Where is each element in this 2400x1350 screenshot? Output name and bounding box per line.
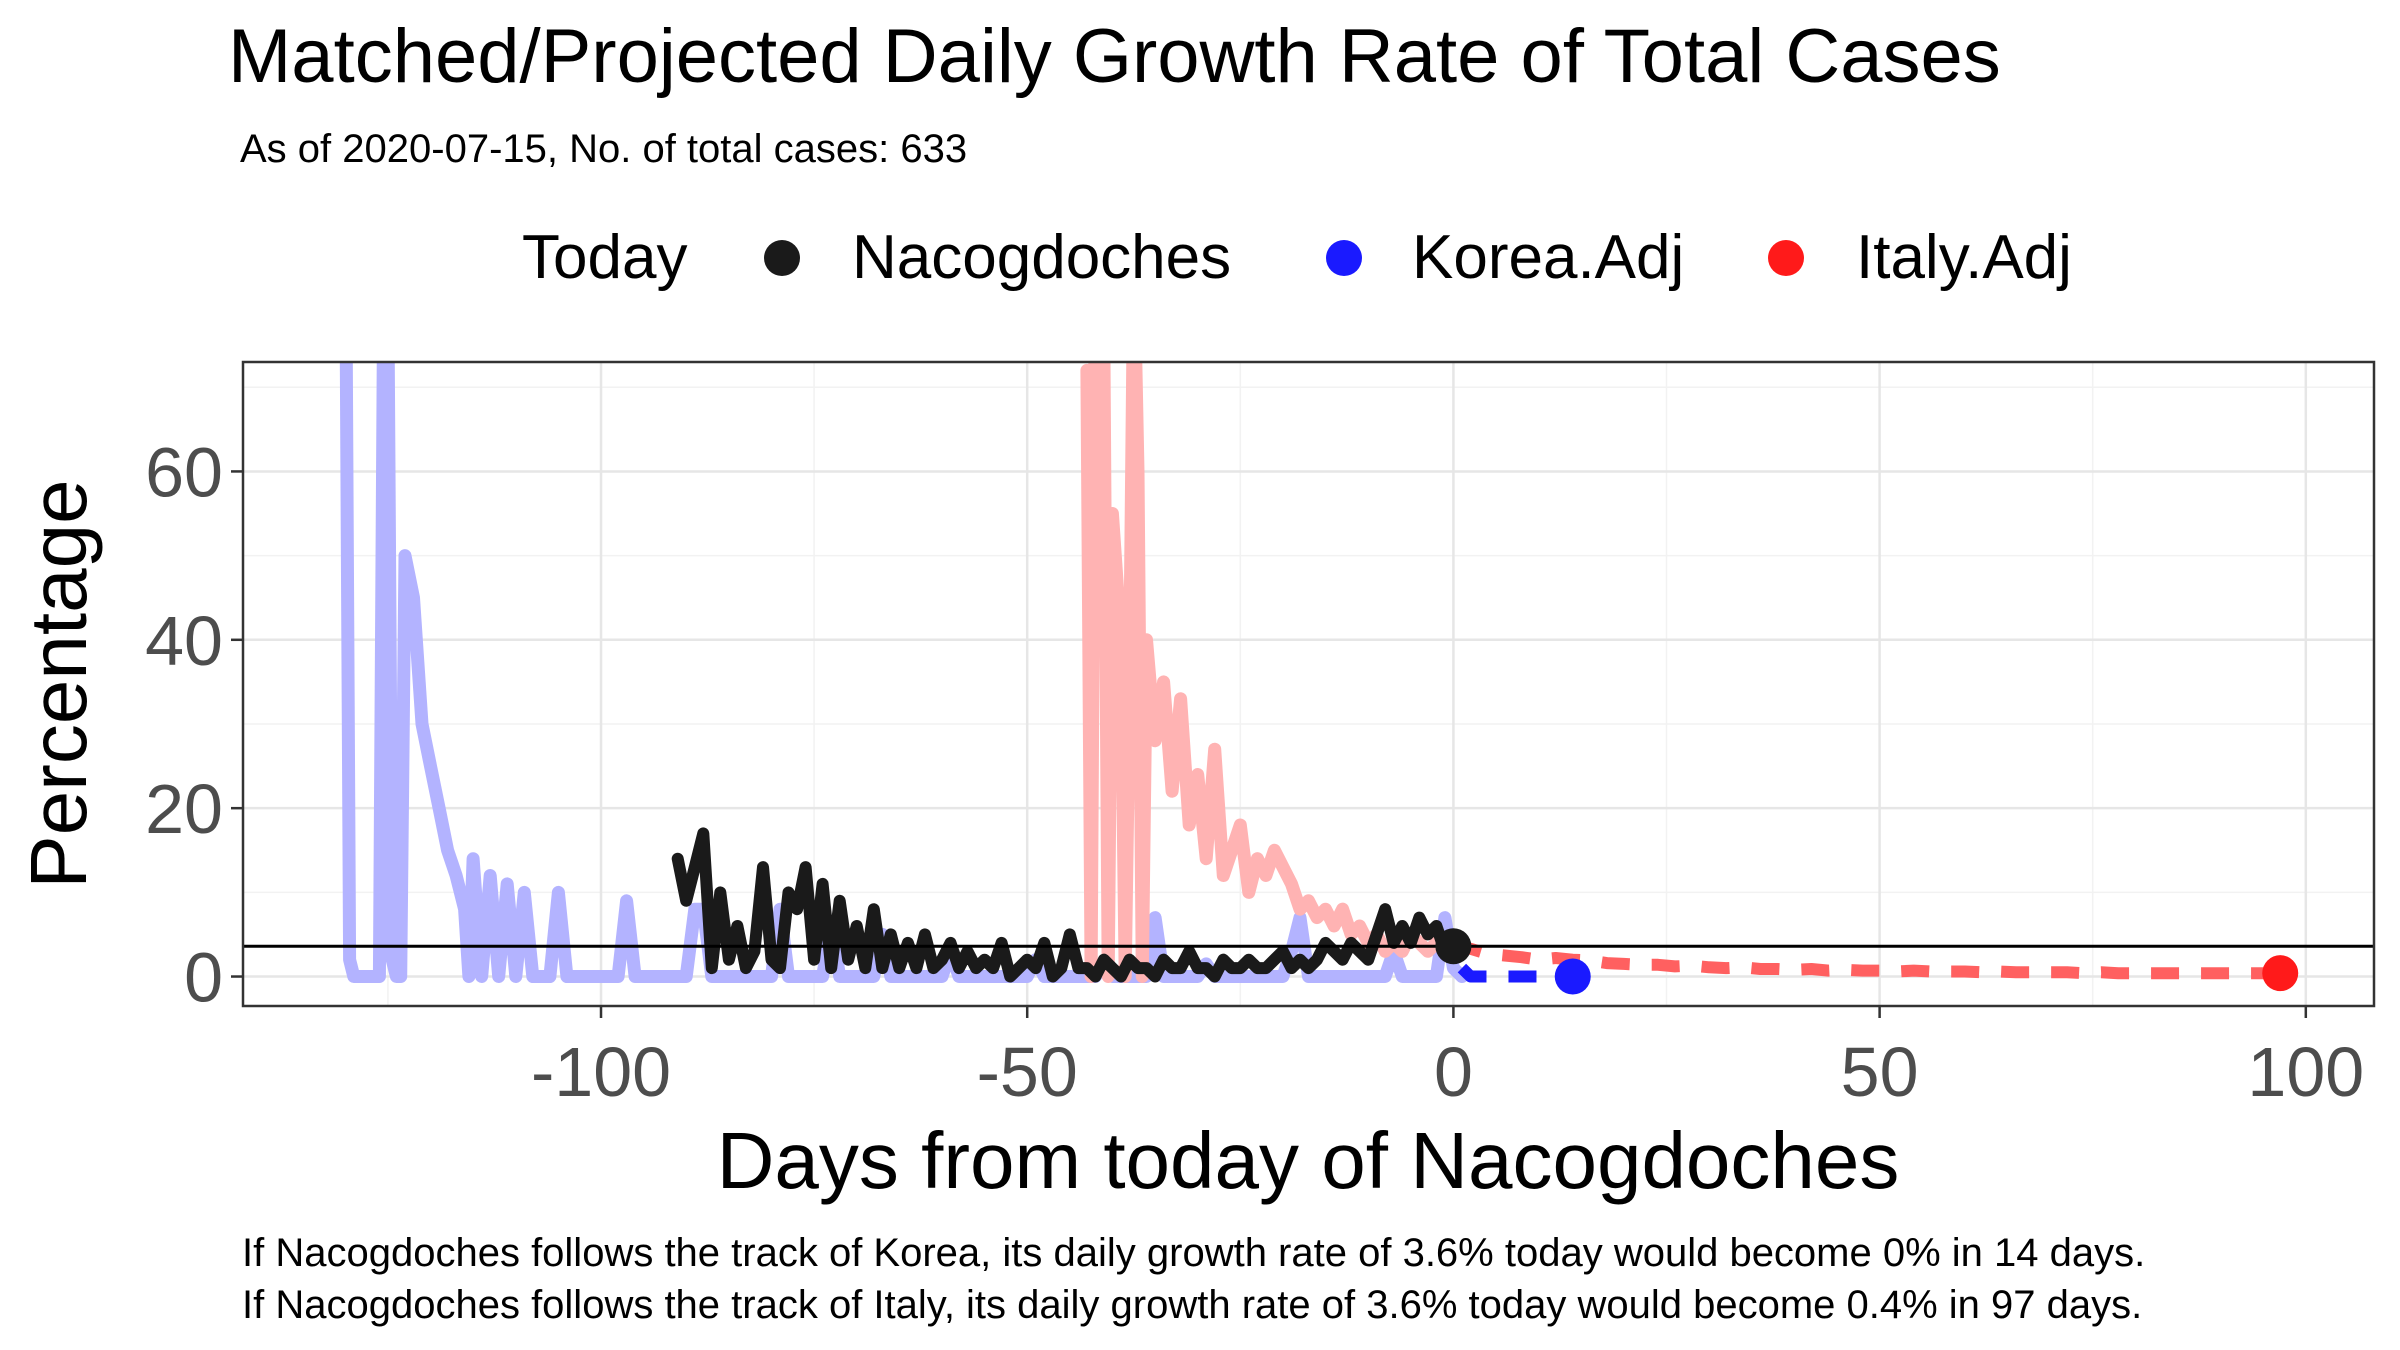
y-tick-label: 60: [145, 433, 223, 511]
y-axis-title: Percentage: [14, 479, 103, 888]
legend-key-italy: [1768, 240, 1804, 276]
today-markers: [1435, 928, 2299, 995]
y-tick-label: 0: [184, 939, 223, 1017]
y-tick-label: 40: [145, 602, 223, 680]
legend-key-nacogdoches: [764, 240, 800, 276]
legend-label-italy: Italy.Adj: [1856, 223, 2072, 292]
series-korea-adj-projected-line: [1457, 963, 1573, 983]
x-axis-title: Days from today of Nacogdoches: [717, 1116, 1900, 1205]
y-tick-label: 20: [145, 770, 223, 848]
axes: -100 -50 0 50 100 0 20 40 60: [145, 433, 2364, 1111]
annotation-italy: If Nacogdoches follows the track of Ital…: [242, 1283, 2142, 1327]
series-italy-adj-matched-line: [1080, 362, 1460, 983]
today-marker-korea-adj: [1554, 958, 1591, 995]
series-italy-adj-projected-line: [1452, 940, 2281, 980]
today-marker-nacogdoches: [1435, 928, 1472, 965]
annotation-korea: If Nacogdoches follows the track of Kore…: [242, 1231, 2145, 1275]
plot-border: [241, 360, 2376, 1008]
x-tick-label: -50: [977, 1033, 1078, 1111]
legend-label-korea: Korea.Adj: [1412, 223, 1684, 292]
x-tick-label: -100: [531, 1033, 671, 1111]
legend-key-korea: [1326, 240, 1362, 276]
chart-subtitle: As of 2020-07-15, No. of total cases: 63…: [240, 127, 967, 171]
chart-title: Matched/Projected Daily Growth Rate of T…: [228, 14, 2001, 99]
x-tick-label: 0: [1434, 1033, 1473, 1111]
legend-title: Today: [522, 223, 687, 292]
x-tick-label: 50: [1841, 1033, 1919, 1111]
legend-label-nacogdoches: Nacogdoches: [852, 223, 1231, 292]
legend: Today Nacogdoches Korea.Adj Italy.Adj: [522, 223, 2072, 292]
x-tick-label: 100: [2247, 1033, 2364, 1111]
today-marker-italy-adj: [2262, 955, 2299, 992]
